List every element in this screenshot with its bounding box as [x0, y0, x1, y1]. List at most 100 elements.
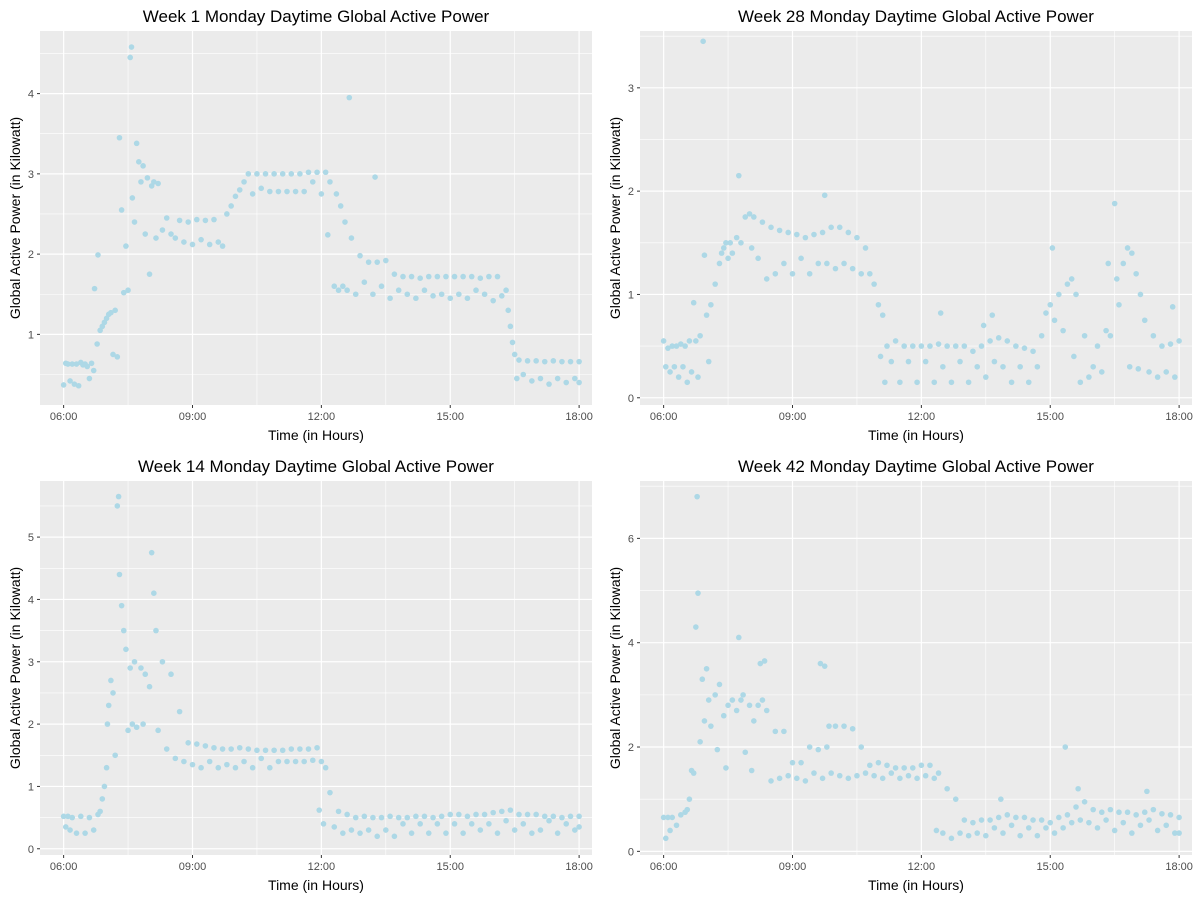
data-point — [875, 301, 882, 308]
y-tick-label: 0 — [628, 393, 634, 405]
grid — [640, 481, 1192, 855]
data-point — [733, 234, 740, 241]
y-tick-label: 5 — [28, 532, 34, 544]
data-point — [133, 724, 140, 731]
data-point — [824, 744, 830, 750]
data-point — [159, 658, 166, 665]
data-point — [694, 493, 700, 500]
data-point — [824, 260, 830, 267]
data-point — [759, 219, 766, 225]
data-point — [172, 235, 179, 241]
data-point — [425, 830, 432, 836]
y-tick-label: 2 — [628, 186, 634, 198]
y-axis-label: Global Active Power (in Kilowatt) — [607, 567, 623, 769]
data-point — [249, 764, 256, 771]
data-point — [337, 203, 344, 209]
data-points — [660, 493, 1182, 842]
y-tick-label: 3 — [628, 83, 634, 95]
data-point — [1051, 830, 1058, 836]
data-point — [877, 353, 884, 360]
data-point — [318, 191, 325, 197]
data-point — [1073, 291, 1079, 298]
plot-background — [640, 481, 1192, 855]
data-point — [400, 821, 406, 827]
data-point — [879, 312, 886, 318]
data-point — [275, 188, 282, 195]
data-point — [481, 811, 488, 818]
data-point — [748, 767, 755, 774]
data-point — [1094, 825, 1101, 831]
data-point — [408, 273, 415, 280]
data-point — [116, 134, 123, 141]
data-point — [888, 358, 895, 365]
data-point — [1146, 369, 1152, 375]
data-point — [511, 351, 518, 358]
data-point — [811, 770, 817, 776]
data-point — [1129, 250, 1135, 256]
data-point — [1133, 270, 1139, 277]
x-tick-label: 06:00 — [650, 411, 678, 423]
data-point — [761, 658, 768, 664]
data-point — [110, 351, 116, 358]
y-axis-label: Global Active Power (in Kilowatt) — [607, 117, 623, 319]
data-point — [1090, 806, 1096, 813]
data-point — [115, 493, 122, 500]
data-point — [447, 295, 454, 302]
data-point — [892, 765, 899, 771]
data-point — [576, 824, 582, 830]
data-point — [153, 627, 159, 634]
data-point — [322, 169, 329, 176]
data-point — [494, 273, 501, 280]
x-ticks: 06:00 09:00 12:00 15:00 18:00 — [50, 855, 593, 873]
data-point — [344, 811, 350, 818]
data-point — [447, 811, 454, 818]
data-point — [1111, 200, 1118, 207]
data-point — [88, 360, 95, 367]
data-point — [127, 665, 134, 671]
data-point — [940, 830, 946, 836]
data-point — [473, 811, 479, 818]
data-point — [763, 707, 770, 714]
data-point — [1124, 809, 1131, 816]
data-point — [901, 343, 907, 349]
data-point — [464, 813, 471, 820]
data-point — [73, 830, 80, 836]
data-point — [1120, 260, 1127, 267]
data-point — [95, 252, 101, 258]
data-point — [819, 775, 826, 782]
data-point — [86, 375, 93, 382]
data-point — [507, 807, 514, 813]
data-point — [84, 363, 91, 370]
data-point — [550, 358, 557, 364]
data-point — [1004, 812, 1011, 818]
data-point — [576, 358, 582, 365]
data-point — [970, 819, 976, 826]
data-point — [1025, 825, 1032, 831]
data-point — [65, 813, 71, 820]
data-point — [1064, 812, 1071, 818]
data-point — [927, 762, 933, 769]
data-point — [1111, 827, 1118, 834]
data-point — [108, 677, 114, 684]
data-point — [198, 764, 204, 771]
data-point — [193, 741, 200, 747]
data-point — [1133, 812, 1139, 818]
data-point — [703, 665, 710, 672]
data-point — [673, 343, 680, 349]
data-point — [695, 590, 701, 596]
data-point — [914, 775, 920, 782]
data-point — [546, 381, 552, 387]
data-point — [1081, 798, 1088, 805]
data-point — [690, 299, 697, 306]
data-point — [563, 379, 570, 386]
y-tick-label: 4 — [628, 638, 634, 650]
data-point — [1176, 830, 1182, 836]
data-point — [686, 338, 693, 344]
data-point — [1167, 341, 1174, 347]
data-point — [352, 814, 359, 821]
data-point — [90, 367, 97, 374]
data-point — [1049, 245, 1056, 251]
data-point — [723, 239, 729, 246]
data-point — [1098, 809, 1105, 816]
data-point — [1008, 822, 1015, 829]
